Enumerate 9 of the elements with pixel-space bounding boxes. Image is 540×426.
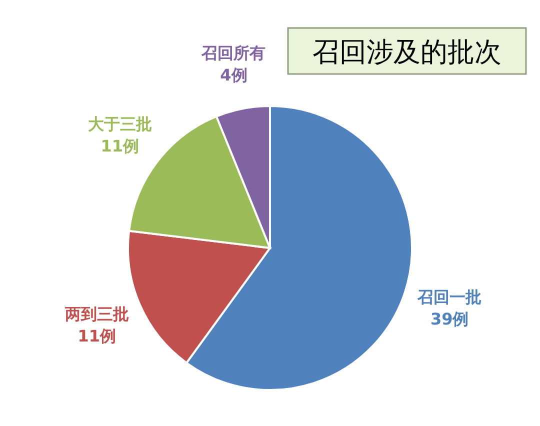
data-label: 11例 [100,136,140,156]
slice-label: 召回一批 [416,287,482,306]
chart-title: 召回涉及的批次 [312,37,502,68]
slice-label: 召回所有 [200,44,266,63]
data-label: 39例 [430,309,469,328]
slice-label: 大于三批 [88,114,152,134]
slice-label: 两到三批 [64,304,129,324]
data-label: 11例 [78,326,116,346]
data-label: 4例 [220,66,248,85]
